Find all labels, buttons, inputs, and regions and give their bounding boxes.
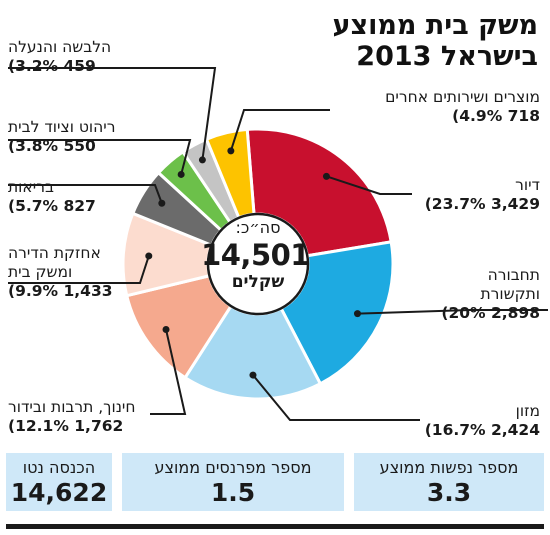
label-health: בריאות (5.7% 827: [8, 178, 96, 216]
total-unit: שקלים: [231, 272, 285, 292]
label-housing: דיור (23.7% 3,429: [425, 176, 540, 214]
leader-dot-health: [158, 199, 166, 207]
box-household-size-label: מספר נפשות ממוצע: [379, 458, 519, 477]
leader-dot-maintenance: [145, 252, 153, 260]
label-health-value: (5.7% 827: [8, 197, 96, 215]
box-household-size: מספר נפשות ממוצע 3.3: [354, 453, 544, 511]
label-clothing: הלבשה והנעלה (3.2% 459: [8, 38, 111, 76]
label-education: חינוך, תרבות ובידור (12.1% 1,762: [8, 398, 136, 436]
label-food-name: מזון: [515, 402, 540, 420]
label-food-value: (16.7% 2,424: [424, 421, 540, 439]
box-earners-label: מספר מפרנסים ממוצע: [154, 458, 312, 477]
leader-line-transport: [357, 309, 548, 315]
label-housing-value: (23.7% 3,429: [424, 195, 540, 213]
label-transport-name: תחבורה ותקשורת: [480, 266, 540, 303]
label-other: מוצרים ושירותים אחרים (4.9% 718: [385, 88, 540, 126]
bottom-rule: [6, 524, 544, 529]
leader-line-furniture: [8, 139, 192, 175]
leader-line-food: [252, 374, 420, 421]
label-housing-name: דיור: [515, 176, 540, 194]
label-maintenance-value: (9.9% 1,433: [8, 282, 113, 300]
label-furniture: ריהוט וציוד לבית (3.8% 550: [8, 118, 115, 156]
total-value: 14,501: [201, 238, 310, 272]
label-clothing-name: הלבשה והנעלה: [8, 38, 112, 56]
leader-line-clothing: [8, 67, 217, 161]
label-furniture-name: ריהוט וציוד לבית: [8, 118, 116, 136]
label-food: מזון (16.7% 2,424: [425, 402, 540, 440]
leader-line-health: [8, 184, 163, 204]
total-center: סה״כ: 14,501 שקלים: [201, 212, 310, 316]
label-furniture-value: (3.8% 550: [8, 137, 96, 155]
label-health-name: בריאות: [8, 178, 54, 196]
label-maintenance: אחזקת הדירה ומשק בית (9.9% 1,433: [8, 244, 113, 301]
leader-line-maintenance: [8, 255, 150, 284]
leader-dot-education: [162, 325, 170, 333]
label-education-value: (12.1% 1,762: [8, 417, 124, 435]
leader-dot-other: [227, 147, 235, 155]
leader-line-education: [150, 329, 187, 415]
total-label: סה״כ:: [235, 218, 281, 237]
box-net-income-value: 14,622: [10, 478, 108, 507]
label-other-name: מוצרים ושירותים אחרים: [385, 88, 540, 106]
leader-dot-clothing: [198, 156, 206, 164]
box-earners-value: 1.5: [210, 478, 256, 507]
label-maintenance-name: אחזקת הדירה ומשק בית: [8, 244, 101, 281]
leader-line-housing: [326, 175, 412, 195]
leader-dot-food: [249, 371, 257, 379]
title-line-2: בישראל 2013: [356, 41, 538, 72]
donut-hole: [206, 212, 310, 316]
label-transport: תחבורה ותקשורת (20% 2,898: [441, 266, 540, 323]
leader-dot-transport: [353, 310, 361, 318]
label-clothing-value: (3.2% 459: [8, 57, 96, 75]
box-net-income: הכנסה נטו 14,622: [6, 453, 112, 511]
leader-line-other: [229, 109, 330, 152]
leader-dot-furniture: [177, 170, 185, 178]
label-transport-value: (20% 2,898: [441, 304, 540, 322]
box-earners: מספר מפרנסים ממוצע 1.5: [122, 453, 344, 511]
label-education-name: חינוך, תרבות ובידור: [8, 398, 136, 416]
title-line-1: משק בית ממוצע: [332, 10, 538, 41]
leader-dot-housing: [322, 172, 330, 180]
chart-title: משק בית ממוצע בישראל 2013: [332, 10, 538, 72]
box-household-size-value: 3.3: [426, 478, 472, 507]
label-other-value: (4.9% 718: [452, 107, 540, 125]
box-net-income-label: הכנסה נטו: [22, 458, 96, 477]
